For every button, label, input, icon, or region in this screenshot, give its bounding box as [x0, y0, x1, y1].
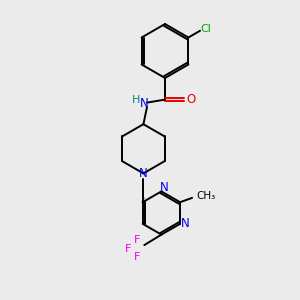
Text: O: O [187, 93, 196, 106]
Text: N: N [140, 97, 148, 110]
Text: F: F [125, 244, 132, 254]
Text: N: N [159, 181, 168, 194]
Text: N: N [139, 167, 148, 180]
Text: H: H [132, 95, 141, 105]
Text: CH₃: CH₃ [196, 191, 215, 201]
Text: N: N [181, 217, 190, 230]
Text: F: F [134, 252, 140, 262]
Text: F: F [134, 235, 140, 245]
Text: Cl: Cl [200, 24, 211, 34]
